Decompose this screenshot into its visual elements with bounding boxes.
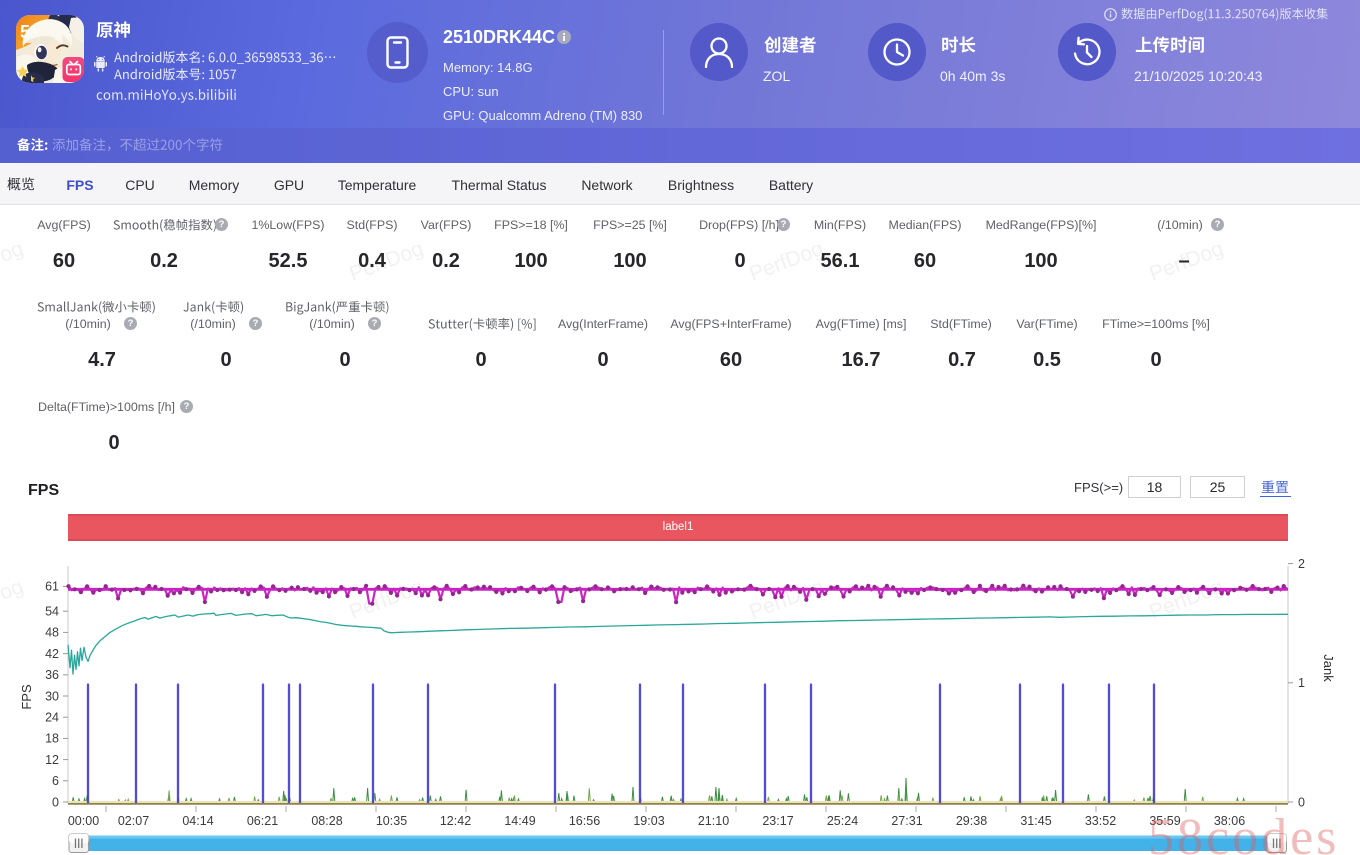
svg-text:25:24: 25:24 xyxy=(827,814,858,828)
svg-text:6: 6 xyxy=(52,774,59,788)
svg-text:1: 1 xyxy=(1298,676,1305,690)
svg-text:31:45: 31:45 xyxy=(1020,814,1051,828)
svg-text:24: 24 xyxy=(45,711,59,725)
svg-text:04:14: 04:14 xyxy=(182,814,213,828)
svg-text:54: 54 xyxy=(45,605,59,619)
svg-text:12: 12 xyxy=(45,753,59,767)
svg-text:08:28: 08:28 xyxy=(311,814,342,828)
svg-text:61: 61 xyxy=(45,580,59,594)
svg-text:06:21: 06:21 xyxy=(247,814,278,828)
svg-text:th: th xyxy=(31,25,39,35)
svg-text:36: 36 xyxy=(45,668,59,682)
svg-text:00:00: 00:00 xyxy=(68,814,99,828)
svg-text:30: 30 xyxy=(45,689,59,703)
svg-text:0: 0 xyxy=(1298,795,1305,809)
svg-text:38:06: 38:06 xyxy=(1214,814,1245,828)
svg-text:35:59: 35:59 xyxy=(1149,814,1180,828)
svg-text:12:42: 12:42 xyxy=(440,814,471,828)
svg-text:33:52: 33:52 xyxy=(1085,814,1116,828)
svg-text:21:10: 21:10 xyxy=(698,814,729,828)
svg-text:5: 5 xyxy=(20,22,30,42)
svg-text:23:17: 23:17 xyxy=(762,814,793,828)
svg-text:2: 2 xyxy=(1298,557,1305,571)
svg-text:19:03: 19:03 xyxy=(633,814,664,828)
svg-text:Jank: Jank xyxy=(1321,654,1336,682)
svg-text:16:56: 16:56 xyxy=(569,814,600,828)
svg-text:02:07: 02:07 xyxy=(118,814,149,828)
svg-text:27:31: 27:31 xyxy=(891,814,922,828)
svg-text:29:38: 29:38 xyxy=(956,814,987,828)
svg-text:FPS: FPS xyxy=(19,684,34,710)
svg-text:48: 48 xyxy=(45,626,59,640)
svg-text:14:49: 14:49 xyxy=(504,814,535,828)
svg-text:0: 0 xyxy=(52,795,59,809)
svg-text:10:35: 10:35 xyxy=(376,814,407,828)
svg-text:42: 42 xyxy=(45,647,59,661)
svg-text:18: 18 xyxy=(45,732,59,746)
